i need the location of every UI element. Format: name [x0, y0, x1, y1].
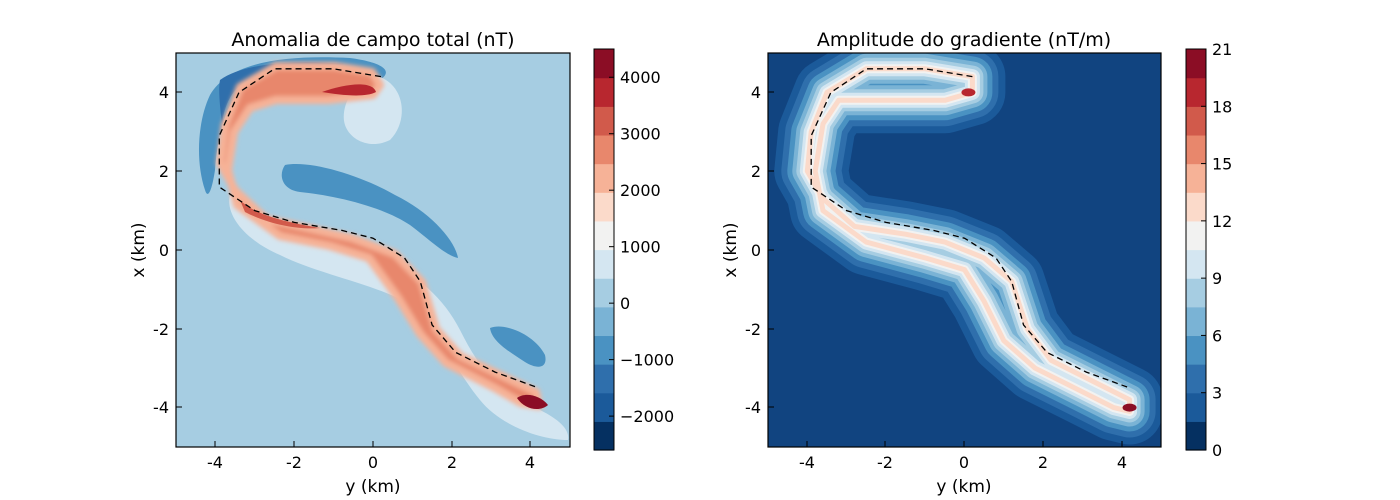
- chart-title-total-field: Anomalia de campo total (nT): [231, 29, 514, 51]
- y-tick-label: -4: [153, 398, 169, 417]
- body-outline-dashed: [810, 68, 1130, 389]
- colorbar-tick-label: 1000: [620, 238, 661, 257]
- colorbar-segment: [1186, 106, 1206, 136]
- x-tick-label: -4: [799, 453, 815, 472]
- colorbar-tick-label: 9: [1212, 269, 1222, 288]
- colorbar-segment: [1186, 77, 1206, 107]
- colorbar-segment: [594, 335, 614, 365]
- x-tick-label: 0: [368, 453, 378, 472]
- x-tick-label: 2: [447, 453, 457, 472]
- colorbar-tick-label: 21: [1212, 40, 1232, 59]
- colorbar-tick-label: 0: [1212, 441, 1222, 460]
- colorbar-total-field: 4000 3000 2000 1000 0 −1000 −2000: [593, 48, 674, 451]
- y-tick-label: 0: [159, 241, 169, 260]
- colorbar-tick-label: 4000: [620, 68, 661, 87]
- colorbar-frame: [593, 48, 615, 451]
- colorbar-segment: [594, 421, 614, 451]
- colorbar-segment: [1186, 392, 1206, 422]
- colorbar-segment: [1186, 249, 1206, 279]
- colorbar-segment: [594, 192, 614, 222]
- y-axis-label: x (km): [129, 222, 149, 277]
- x-axis-label: y (km): [345, 477, 400, 497]
- colorbar-segment: [1186, 364, 1206, 394]
- colorbar-segment: [594, 106, 614, 136]
- x-tick-label: 0: [959, 453, 969, 472]
- y-tick-label: 2: [751, 162, 761, 181]
- x-tick-label: 4: [1117, 453, 1127, 472]
- colorbar-tick-label: 18: [1212, 97, 1232, 116]
- colorbar-tick-label: 6: [1212, 326, 1222, 345]
- colorbar-tick-label: 3000: [620, 125, 661, 144]
- x-tick-label: -2: [877, 453, 893, 472]
- anomaly-peak-south: [517, 394, 548, 410]
- y-axis: 4 2 0 -2 -4 x (km): [721, 83, 774, 417]
- colorbar-segment: [594, 249, 614, 279]
- colorbar-segment: [1186, 278, 1206, 308]
- gradient-peak: [1122, 403, 1137, 412]
- anomaly-band-west: [240, 200, 320, 229]
- panel-total-field: Anomalia de campo total (nT): [129, 29, 674, 497]
- colorbar-segment: [594, 278, 614, 308]
- colorbar-tick-label: −1000: [620, 351, 674, 370]
- x-axis: -4 -2 0 2 4 y (km): [799, 441, 1127, 497]
- body-outline-dashed: [218, 68, 539, 389]
- colorbar-segment: [1186, 306, 1206, 337]
- gradient-peak: [961, 88, 976, 97]
- colorbar-tick-label: 0: [620, 294, 630, 313]
- colorbar-segment: [594, 77, 614, 107]
- x-tick-label: -2: [286, 453, 302, 472]
- y-axis-label: x (km): [721, 222, 741, 277]
- x-tick-label: 4: [525, 453, 535, 472]
- y-tick-label: 2: [159, 162, 169, 181]
- x-axis: -4 -2 0 2 4 y (km): [207, 441, 535, 497]
- y-tick-label: -2: [153, 320, 169, 339]
- colorbar-segment: [594, 134, 614, 165]
- colorbar-gradient: 21 18 15 12 9 6 3 0: [1185, 40, 1232, 460]
- colorbar-segment: [594, 49, 614, 79]
- colorbar-frame: [1185, 48, 1207, 451]
- colorbar-segment: [594, 163, 614, 193]
- colorbar-tick-label: −2000: [620, 407, 674, 426]
- negative-lobe-middle: [281, 164, 458, 258]
- heatmap-gradient: [768, 53, 1161, 447]
- heatmap-total-field: [176, 53, 570, 447]
- y-tick-label: -2: [745, 320, 761, 339]
- y-tick-label: 4: [159, 83, 169, 102]
- colorbar-segment: [1186, 192, 1206, 222]
- colorbar-segment: [1186, 220, 1206, 251]
- colorbar-tick-label: 2000: [620, 181, 661, 200]
- colorbar-tick-label: 3: [1212, 384, 1222, 403]
- y-tick-label: 4: [751, 83, 761, 102]
- x-tick-label: 2: [1038, 453, 1048, 472]
- y-axis: 4 2 0 -2 -4 x (km): [129, 83, 182, 417]
- x-tick-label: -4: [207, 453, 223, 472]
- panel-gradient-amplitude: Amplitude do gradiente (nT/m) -4 -2 0 2 …: [721, 29, 1232, 497]
- colorbar-segment: [594, 392, 614, 422]
- colorbar-tick-label: 12: [1212, 212, 1232, 231]
- colorbar-segment: [1186, 163, 1206, 193]
- x-axis-label: y (km): [936, 477, 991, 497]
- colorbar-segment: [594, 220, 614, 251]
- colorbar-segment: [1186, 335, 1206, 365]
- colorbar-tick-label: 15: [1212, 155, 1232, 174]
- chart-title-gradient: Amplitude do gradiente (nT/m): [817, 29, 1111, 51]
- colorbar-segment: [1186, 49, 1206, 79]
- y-tick-label: 0: [751, 241, 761, 260]
- colorbar-segment: [594, 306, 614, 337]
- anomaly-peak-north: [322, 84, 376, 96]
- colorbar-segment: [1186, 134, 1206, 165]
- y-tick-label: -4: [745, 398, 761, 417]
- negative-lobe-south: [490, 326, 546, 367]
- colorbar-segment: [1186, 421, 1206, 451]
- colorbar-segment: [594, 364, 614, 394]
